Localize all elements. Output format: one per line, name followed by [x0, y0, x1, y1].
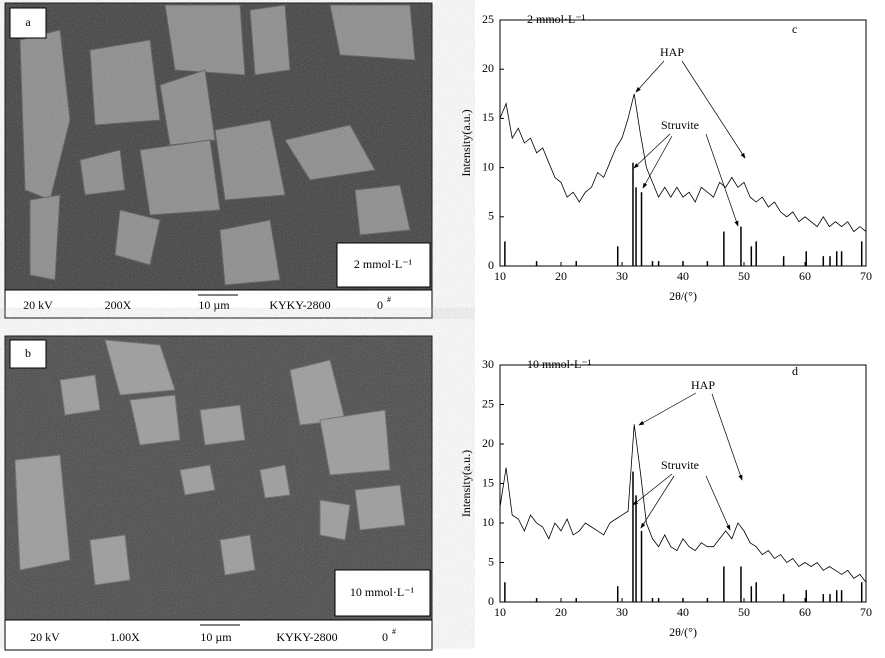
y-tick-label: 25: [482, 12, 494, 26]
caption: 20 kV: [30, 630, 60, 644]
arrow: [635, 60, 665, 93]
caption: 10 µm: [200, 630, 232, 644]
texture: [5, 3, 432, 290]
caption: 200X: [105, 298, 132, 312]
x-tick-label: 40: [677, 269, 689, 283]
inset-text: 2 mmol·L⁻¹: [354, 257, 413, 271]
caption-sup: #: [387, 295, 391, 304]
arrow: [632, 473, 673, 506]
arrow: [681, 60, 746, 159]
caption-sup: #: [392, 627, 396, 636]
annotation: HAP: [660, 45, 684, 59]
panel-label: c: [792, 22, 797, 36]
caption: KYKY-2800: [269, 298, 330, 312]
x-axis-label: 2θ/(°): [669, 625, 697, 639]
xrd-trace: [499, 93, 867, 233]
caption: 20 kV: [23, 298, 53, 312]
y-tick-label: 15: [482, 475, 494, 489]
y-tick-label: 20: [482, 61, 494, 75]
arrow: [638, 392, 697, 426]
xrd-trace: [499, 424, 867, 583]
x-tick-label: 30: [616, 269, 628, 283]
inset-box: [336, 242, 431, 288]
caption: 0: [382, 630, 388, 644]
x-tick-label: 40: [677, 605, 689, 619]
panel-label: d: [792, 364, 798, 378]
x-tick-label: 60: [799, 605, 811, 619]
x-tick-label: 20: [555, 269, 567, 283]
x-tick-label: 50: [738, 605, 750, 619]
sem-panel-a: a 2 mmol·L⁻¹ 20 kV 200X 10 µm KYKY-2800 …: [4, 2, 433, 319]
caption: KYKY-2800: [276, 630, 337, 644]
inset-box: [334, 569, 431, 617]
sem-panel-b: b 10 mmol·L⁻¹ 20 kV 1.00X 10 µm KYKY-280…: [4, 335, 433, 651]
y-tick-label: 5: [488, 209, 494, 223]
x-tick-label: 70: [860, 605, 872, 619]
arrow: [633, 133, 671, 169]
arrow: [640, 475, 675, 529]
y-tick-label: 30: [482, 357, 494, 371]
panel-label-box: [9, 339, 47, 369]
annotation: Struvite: [661, 458, 699, 472]
arrow: [711, 393, 743, 481]
caption: 10 µm: [198, 298, 230, 312]
y-tick-label: 0: [488, 594, 494, 608]
x-tick-label: 10: [494, 605, 506, 619]
x-tick-label: 60: [799, 269, 811, 283]
caption: 1.00X: [110, 630, 140, 644]
annotation: HAP: [691, 378, 715, 392]
x-tick-label: 10: [494, 269, 506, 283]
panel-label-box: [9, 7, 47, 39]
annotation: Struvite: [661, 118, 699, 132]
y-axis-label: Intensity(a.u.): [459, 109, 473, 176]
caption: 0: [377, 298, 383, 312]
x-tick-label: 70: [860, 269, 872, 283]
y-tick-label: 25: [482, 396, 494, 410]
chart-subtitle: 2 mmol·L⁻¹: [527, 12, 586, 26]
arrow: [705, 133, 739, 227]
x-tick-label: 20: [555, 605, 567, 619]
y-tick-label: 10: [482, 159, 494, 173]
x-tick-label: 50: [738, 269, 750, 283]
chart-subtitle: 10 mmol·L⁻¹: [527, 357, 592, 371]
y-tick-label: 5: [488, 554, 494, 568]
panel-label: a: [25, 15, 31, 29]
x-tick-label: 30: [616, 605, 628, 619]
y-axis-label: Intensity(a.u.): [459, 450, 473, 517]
inset-text: 10 mmol·L⁻¹: [350, 585, 415, 599]
x-axis-label: 2θ/(°): [669, 289, 697, 303]
y-tick-label: 0: [488, 258, 494, 272]
arrow: [705, 475, 731, 531]
y-tick-label: 10: [482, 515, 494, 529]
panel-label: b: [25, 346, 31, 360]
arrow: [642, 135, 673, 189]
y-tick-label: 20: [482, 436, 494, 450]
y-tick-label: 15: [482, 110, 494, 124]
